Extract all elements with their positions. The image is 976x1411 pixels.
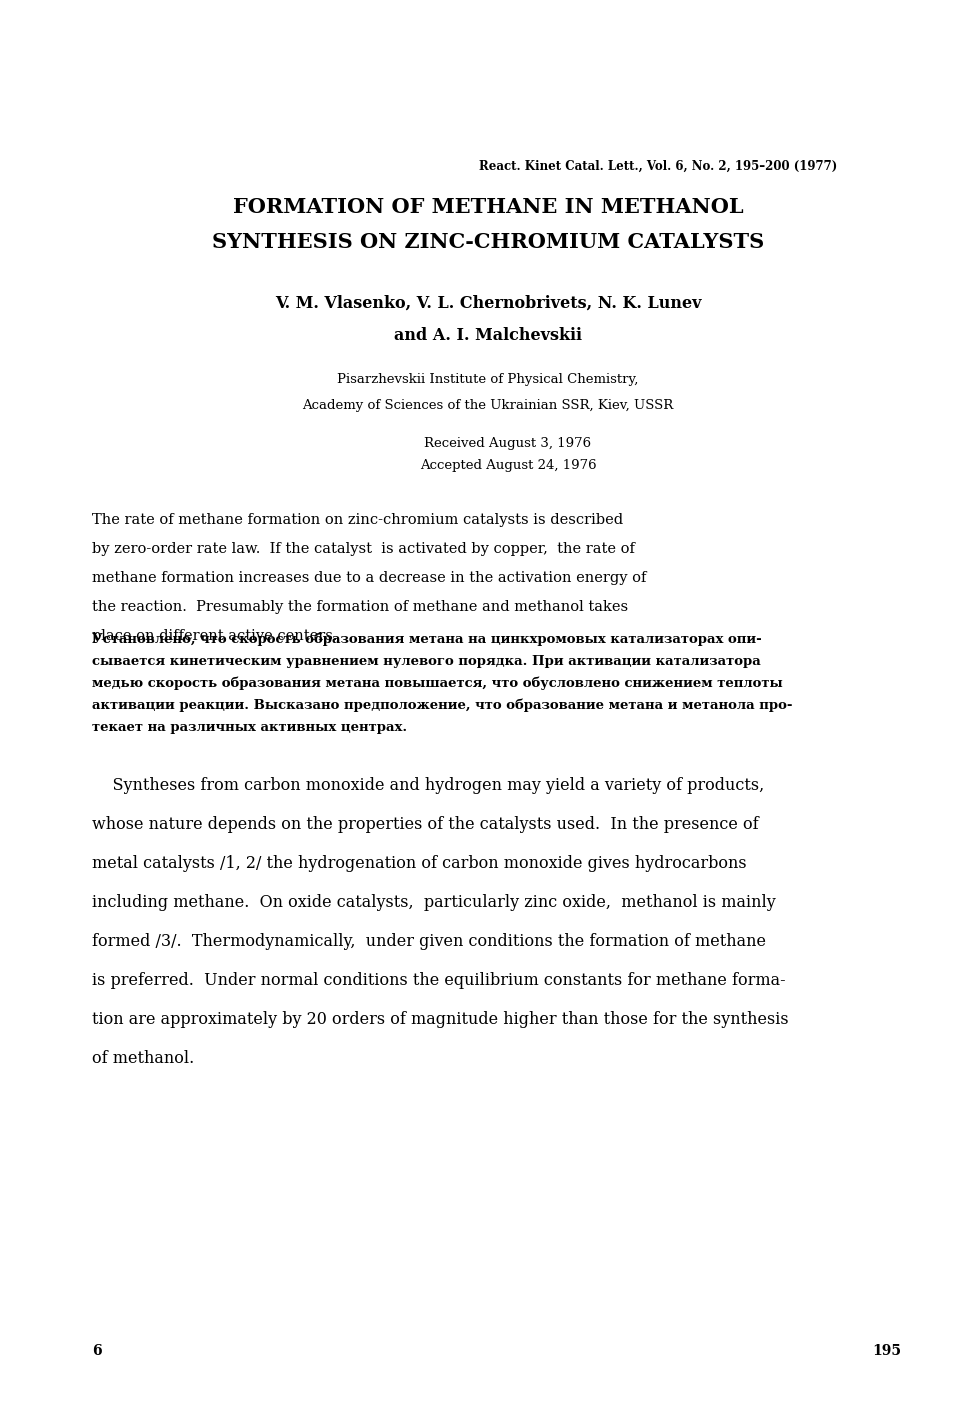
Text: FORMATION OF METHANE IN METHANOL: FORMATION OF METHANE IN METHANOL [232,198,744,217]
Text: Received August 3, 1976: Received August 3, 1976 [425,437,591,450]
Text: whose nature depends on the properties of the catalysts used.  In the presence o: whose nature depends on the properties o… [92,816,758,832]
Text: медью скорость образования метана повышается, что обусловлено снижением теплоты: медью скорость образования метана повыша… [92,676,783,690]
Text: V. M. Vlasenko, V. L. Chernobrivets, N. K. Lunev: V. M. Vlasenko, V. L. Chernobrivets, N. … [275,295,701,312]
Text: of methanol.: of methanol. [92,1050,194,1067]
Text: Syntheses from carbon monoxide and hydrogen may yield a variety of products,: Syntheses from carbon monoxide and hydro… [92,777,764,794]
Text: formed /3/.  Thermodynamically,  under given conditions the formation of methane: formed /3/. Thermodynamically, under giv… [92,933,766,950]
Text: The rate of methane formation on zinc-chromium catalysts is described: The rate of methane formation on zinc-ch… [92,514,623,526]
Text: Academy of Sciences of the Ukrainian SSR, Kiev, USSR: Academy of Sciences of the Ukrainian SSR… [303,399,673,412]
Text: Pisarzhevskii Institute of Physical Chemistry,: Pisarzhevskii Institute of Physical Chem… [338,373,638,387]
Text: and A. I. Malchevskii: and A. I. Malchevskii [394,327,582,344]
Text: metal catalysts /1, 2/ the hydrogenation of carbon monoxide gives hydrocarbons: metal catalysts /1, 2/ the hydrogenation… [92,855,747,872]
Text: 195: 195 [872,1345,901,1357]
Text: активации реакции. Высказано предположение, что образование метана и метанола пр: активации реакции. Высказано предположен… [92,698,793,713]
Text: Accepted August 24, 1976: Accepted August 24, 1976 [420,459,596,473]
Text: React. Kinet Catal. Lett., Vol. 6, No. 2, 195–200 (1977): React. Kinet Catal. Lett., Vol. 6, No. 2… [479,159,837,174]
Text: methane formation increases due to a decrease in the activation energy of: methane formation increases due to a dec… [92,571,646,586]
Text: сывается кинетическим уравнением нулевого порядка. При активации катализатора: сывается кинетическим уравнением нулевог… [92,655,760,667]
Text: tion are approximately by 20 orders of magnitude higher than those for the synth: tion are approximately by 20 orders of m… [92,1012,789,1029]
Text: by zero-order rate law.  If the catalyst  is activated by copper,  the rate of: by zero-order rate law. If the catalyst … [92,542,634,556]
Text: the reaction.  Presumably the formation of methane and methanol takes: the reaction. Presumably the formation o… [92,600,629,614]
Text: текает на различных активных центрах.: текает на различных активных центрах. [92,721,407,734]
Text: SYNTHESIS ON ZINC-CHROMIUM CATALYSTS: SYNTHESIS ON ZINC-CHROMIUM CATALYSTS [212,231,764,253]
Text: Установлено, что скорость образования метана на цинкхромовых катализаторах опи-: Установлено, что скорость образования ме… [92,632,761,646]
Text: 6: 6 [92,1345,102,1357]
Text: place on different active centers.: place on different active centers. [92,629,338,643]
Text: is preferred.  Under normal conditions the equilibrium constants for methane for: is preferred. Under normal conditions th… [92,972,786,989]
Text: including methane.  On oxide catalysts,  particularly zinc oxide,  methanol is m: including methane. On oxide catalysts, p… [92,895,776,912]
